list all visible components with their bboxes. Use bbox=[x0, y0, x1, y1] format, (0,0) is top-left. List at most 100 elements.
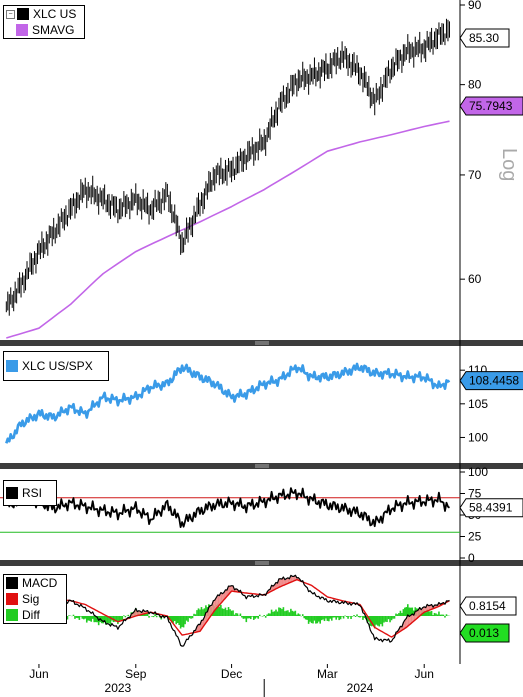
diff-histogram-bar bbox=[91, 616, 94, 619]
macd-fill bbox=[214, 597, 217, 611]
diff-histogram-bar bbox=[123, 615, 125, 616]
macd-legend[interactable]: MACD Sig Diff bbox=[3, 574, 67, 624]
year-label: 2024 bbox=[347, 681, 374, 695]
rsi-y-tick-label: 25 bbox=[468, 530, 482, 544]
diff-histogram-bar bbox=[247, 616, 249, 619]
macd-fill bbox=[292, 576, 294, 582]
diff-histogram-bar bbox=[296, 614, 298, 616]
diff-histogram-bar bbox=[176, 616, 179, 623]
diff-histogram-bar bbox=[264, 616, 267, 618]
diff-histogram-bar bbox=[255, 616, 258, 618]
diff-histogram-bar bbox=[248, 616, 251, 619]
collapse-icon[interactable]: − bbox=[6, 9, 15, 19]
diff-histogram-bar bbox=[409, 607, 412, 616]
diff-histogram-bar bbox=[229, 609, 231, 616]
macd-fill bbox=[410, 613, 413, 624]
macd-fill bbox=[412, 613, 414, 623]
diff-histogram-bar bbox=[429, 611, 431, 616]
diff-histogram-bar bbox=[179, 616, 182, 629]
rsi-line bbox=[5, 487, 450, 528]
diff-histogram-bar bbox=[235, 613, 237, 616]
diff-histogram-bar bbox=[366, 616, 369, 623]
relative-legend[interactable]: XLC US/SPX bbox=[3, 351, 109, 381]
diff-histogram-bar bbox=[354, 616, 357, 618]
diff-histogram-bar bbox=[233, 614, 236, 616]
macd-fill bbox=[217, 594, 220, 607]
diff-histogram-bar bbox=[84, 616, 87, 619]
diff-histogram-bar bbox=[335, 616, 338, 620]
diff-histogram-bar bbox=[267, 613, 270, 616]
diff-histogram-bar bbox=[284, 611, 286, 616]
relative-legend-label: XLC US/SPX bbox=[22, 359, 93, 373]
rel-y-tick-label: 105 bbox=[468, 397, 488, 411]
diff-last-value: 0.013 bbox=[469, 626, 499, 640]
diff-histogram-bar bbox=[216, 603, 219, 616]
diff-histogram-bar bbox=[93, 616, 96, 623]
diff-histogram-bar bbox=[154, 614, 156, 616]
diff-histogram-bar bbox=[145, 613, 147, 616]
macd-last-value: 0.8154 bbox=[469, 599, 506, 613]
diff-swatch bbox=[6, 609, 18, 621]
diff-histogram-bar bbox=[315, 616, 317, 624]
relative-last-value-bg bbox=[459, 371, 523, 391]
diff-histogram-bar bbox=[293, 611, 295, 616]
macd-fill bbox=[138, 610, 141, 616]
diff-histogram-bar bbox=[375, 616, 378, 625]
diff-histogram-bar bbox=[294, 610, 297, 616]
diff-histogram-bar bbox=[282, 607, 285, 616]
diff-histogram-bar bbox=[85, 616, 88, 623]
rsi-legend-label: RSI bbox=[22, 486, 43, 500]
macd-fill bbox=[271, 585, 274, 592]
macd-fill bbox=[424, 606, 426, 613]
diff-histogram-bar bbox=[444, 616, 446, 618]
xlc-last-value-bg bbox=[459, 28, 510, 48]
macd-fill bbox=[278, 578, 281, 588]
smavg-last-value: 75.7943 bbox=[469, 99, 513, 113]
diff-histogram-bar bbox=[398, 613, 400, 616]
diff-histogram-bar bbox=[109, 616, 112, 625]
diff-histogram-bar bbox=[356, 614, 358, 616]
diff-histogram-bar bbox=[404, 607, 406, 616]
diff-histogram-bar bbox=[372, 616, 375, 626]
diff-histogram-bar bbox=[426, 608, 428, 616]
diff-histogram-bar bbox=[309, 616, 311, 622]
diff-histogram-bar bbox=[381, 616, 384, 627]
diff-histogram-bar bbox=[441, 614, 443, 616]
diff-histogram-bar bbox=[94, 616, 97, 623]
diff-histogram-bar bbox=[258, 614, 261, 616]
diff-histogram-bar bbox=[178, 616, 180, 626]
diff-histogram-bar bbox=[252, 616, 255, 620]
diff-histogram-bar bbox=[196, 610, 198, 616]
diff-histogram-bar bbox=[120, 616, 122, 621]
diff-histogram-bar bbox=[285, 610, 288, 616]
diff-histogram-bar bbox=[203, 608, 206, 616]
diff-histogram-bar bbox=[442, 614, 445, 616]
diff-histogram-bar bbox=[103, 616, 106, 622]
macd-fill bbox=[404, 618, 407, 629]
diff-histogram-bar bbox=[332, 616, 335, 618]
diff-histogram-bar bbox=[184, 616, 186, 625]
sig-swatch bbox=[6, 593, 18, 605]
diff-legend-label: Diff bbox=[22, 608, 40, 622]
diff-histogram-bar bbox=[218, 606, 221, 616]
diff-histogram-bar bbox=[185, 616, 188, 621]
diff-last-value-bg bbox=[459, 623, 510, 643]
diff-histogram-bar bbox=[276, 611, 279, 616]
diff-histogram-bar bbox=[188, 616, 191, 619]
macd-fill bbox=[216, 594, 218, 609]
diff-histogram-bar bbox=[215, 604, 218, 616]
diff-histogram-bar bbox=[108, 616, 110, 624]
price-y-tick-label: 70 bbox=[468, 168, 482, 182]
diff-histogram-bar bbox=[395, 613, 397, 616]
price-legend[interactable]: − XLC US SMAVG bbox=[3, 5, 85, 39]
rel-y-tick-label: 100 bbox=[468, 430, 488, 444]
diff-histogram-bar bbox=[75, 616, 78, 618]
diff-histogram-bar bbox=[81, 616, 84, 619]
x-tick-label: Mar bbox=[317, 667, 338, 681]
rsi-legend[interactable]: RSI bbox=[3, 480, 57, 506]
panel-separator bbox=[0, 560, 523, 566]
diff-histogram-bar bbox=[152, 616, 155, 618]
diff-histogram-bar bbox=[263, 615, 266, 616]
macd-fill bbox=[409, 615, 411, 625]
